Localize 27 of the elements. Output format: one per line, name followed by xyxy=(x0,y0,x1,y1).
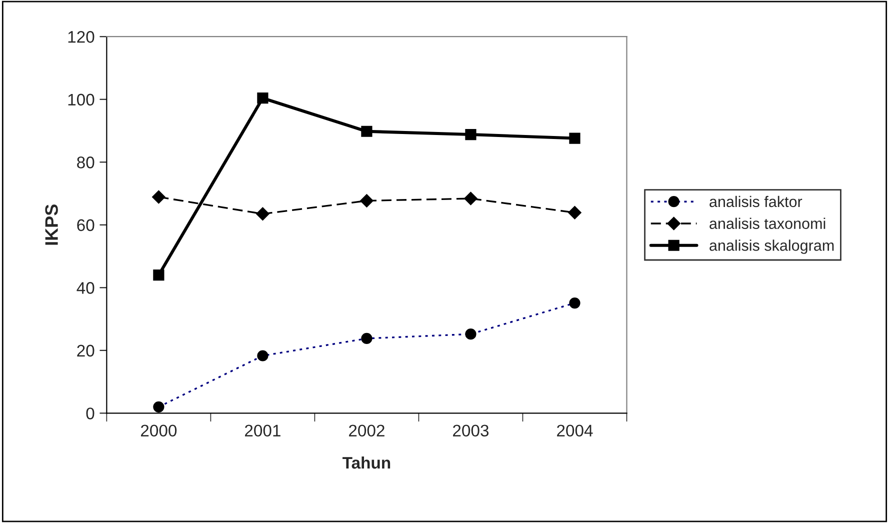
x-tick-label: 2000 xyxy=(140,424,177,437)
point xyxy=(464,192,478,206)
point xyxy=(153,270,164,281)
y-tick-label: 80 xyxy=(77,156,94,168)
point xyxy=(568,206,582,220)
x-tick-label: 2001 xyxy=(245,424,280,437)
x-tick-label: 2002 xyxy=(349,424,384,437)
y-tick-label: 20 xyxy=(77,344,94,357)
x-axis-title: Tahun xyxy=(342,456,390,469)
point xyxy=(465,128,476,140)
point xyxy=(569,132,580,144)
y-axis-title: IKPS xyxy=(45,204,58,245)
point xyxy=(257,92,268,104)
y-tick-label: 40 xyxy=(76,282,94,294)
legend-label: analisis taxonomi xyxy=(710,218,826,229)
legend-label: analisis faktor xyxy=(710,196,802,208)
point xyxy=(152,190,166,204)
y-tick-label: 0 xyxy=(86,408,94,420)
y-tick-label: 60 xyxy=(77,219,94,232)
x-tick-label: 2004 xyxy=(557,424,593,437)
point xyxy=(360,194,374,208)
y-tick-label: 120 xyxy=(68,31,94,43)
x-tick-label: 2003 xyxy=(453,424,489,437)
y-tick-label: 100 xyxy=(68,94,94,106)
point xyxy=(361,126,372,137)
point xyxy=(256,207,270,220)
legend-label: analisis skalogram xyxy=(710,240,834,254)
